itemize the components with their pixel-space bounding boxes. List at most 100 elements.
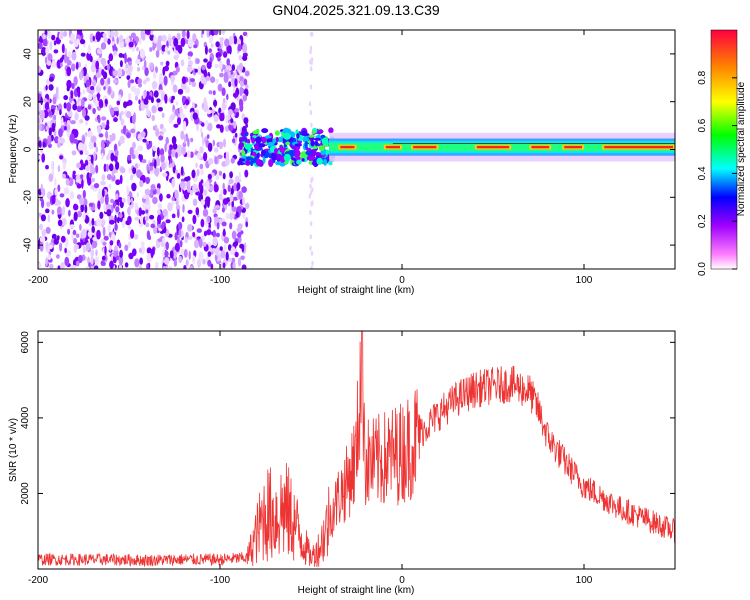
noise-speckle (38, 103, 41, 113)
noise-speckle (145, 30, 151, 36)
noise-speckle (159, 123, 164, 130)
noise-speckle (38, 65, 41, 73)
transition-blob (271, 153, 277, 161)
noise-speckle (55, 105, 58, 116)
noise-speckle (101, 122, 106, 129)
noise-speckle (164, 250, 169, 257)
noise-speckle (80, 99, 85, 107)
figure-title: GN04.2025.321.09.13.C39 (272, 2, 440, 18)
noise-speckle (152, 196, 158, 205)
noise-speckle (229, 171, 234, 179)
noise-speckle (162, 265, 168, 269)
noise-speckle (223, 236, 230, 244)
colorbar-tick-label: 0.8 (697, 70, 708, 84)
noise-speckle (145, 176, 151, 185)
transition-blob (301, 158, 305, 162)
noise-speckle (65, 198, 70, 208)
noise-speckle (39, 109, 45, 120)
noise-speckle (127, 154, 132, 161)
noise-speckle (231, 64, 235, 72)
noise-speckle (80, 52, 86, 57)
transition-blob (252, 130, 260, 135)
noise-speckle (84, 115, 90, 121)
noise-speckle (81, 134, 86, 145)
noise-speckle (94, 265, 99, 269)
noise-speckle (228, 178, 234, 184)
noise-speckle (49, 263, 54, 269)
noise-speckle (149, 140, 153, 148)
noise-speckle (239, 243, 245, 249)
noise-speckle (182, 204, 185, 213)
spectrogram-marks (38, 30, 675, 269)
noise-speckle (188, 250, 191, 260)
noise-speckle (63, 102, 67, 109)
colorbar-tick-label: 0.0 (697, 262, 708, 276)
noise-speckle (160, 224, 165, 230)
noise-speckle (237, 44, 242, 52)
noise-speckle (47, 254, 52, 260)
noise-speckle (81, 228, 87, 239)
noise-speckle (169, 250, 174, 259)
noise-speckle (113, 30, 119, 37)
noise-speckle (205, 75, 211, 82)
noise-speckle (64, 247, 67, 254)
noise-speckle (84, 159, 89, 166)
noise-speckle (126, 111, 132, 119)
noise-speckle (57, 184, 61, 192)
noise-speckle (184, 176, 190, 182)
noise-speckle (187, 209, 193, 214)
snr-marks (38, 331, 675, 568)
noise-speckle (75, 178, 81, 183)
noise-speckle (79, 150, 84, 155)
noise-speckle (171, 136, 177, 145)
noise-speckle (70, 120, 76, 125)
noise-speckle (54, 188, 58, 196)
noise-speckle (156, 147, 160, 157)
noise-speckle (111, 169, 115, 178)
transition-blob (328, 127, 334, 134)
noise-speckle (212, 247, 216, 254)
noise-speckle (110, 198, 115, 204)
noise-speckle (192, 231, 196, 238)
noise-speckle (206, 180, 210, 191)
noise-speckle (214, 247, 220, 256)
noise-speckle (225, 251, 229, 261)
spectrogram-x-label: Height of straight line (km) (298, 285, 415, 296)
noise-speckle (130, 85, 137, 93)
noise-speckle (51, 34, 56, 41)
noise-speckle (97, 200, 101, 210)
noise-speckle (165, 241, 169, 251)
noise-speckle (125, 101, 130, 107)
noise-speckle (98, 133, 104, 138)
noise-speckle (143, 195, 147, 199)
noise-speckle (50, 104, 56, 110)
noise-speckle (76, 162, 82, 169)
noise-speckle (138, 37, 142, 45)
noise-speckle (78, 71, 83, 81)
noise-speckle (74, 112, 79, 121)
noise-speckle (228, 35, 235, 45)
noise-speckle (150, 248, 154, 259)
noise-speckle (228, 109, 233, 116)
transition-blob (304, 140, 308, 149)
noise-speckle (118, 213, 123, 219)
noise-speckle (175, 169, 178, 175)
noise-speckle (51, 209, 55, 215)
streak-speckle (311, 260, 314, 266)
noise-speckle (117, 67, 122, 77)
noise-speckle (83, 172, 86, 182)
noise-speckle (186, 179, 191, 188)
noise-speckle (231, 230, 237, 240)
transition-blob (275, 161, 282, 166)
noise-speckle (171, 178, 176, 188)
noise-speckle (87, 105, 92, 110)
noise-speckle (85, 242, 91, 251)
noise-speckle (234, 251, 239, 258)
peak-segment (531, 145, 550, 149)
transition-blob (258, 159, 264, 167)
streak-speckle (309, 210, 312, 215)
noise-speckle (224, 156, 230, 167)
noise-speckle (45, 84, 48, 91)
noise-speckle (108, 86, 112, 94)
noise-speckle (143, 79, 147, 85)
